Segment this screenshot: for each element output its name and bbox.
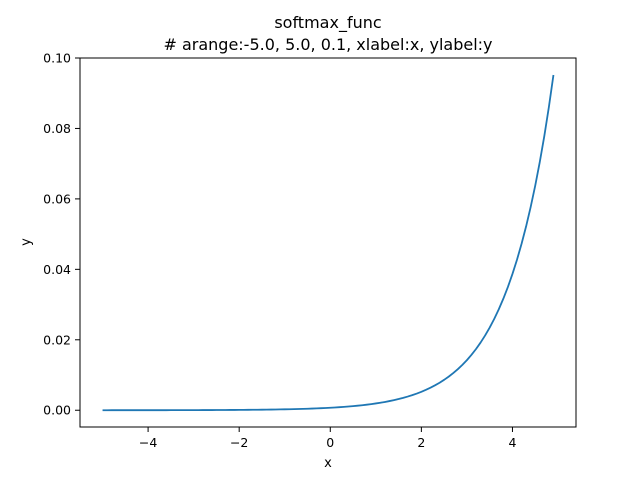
- y-tick-label: 0.02: [43, 332, 71, 347]
- x-tick-label: −4: [139, 435, 157, 450]
- y-tick-label: 0.08: [43, 121, 71, 136]
- y-tick-label: 0.10: [43, 51, 71, 66]
- y-tick-label: 0.06: [43, 191, 71, 206]
- series-line: [102, 74, 555, 412]
- x-tick-label: 2: [417, 435, 425, 450]
- plot-frame: [79, 57, 577, 428]
- x-tick-label: 4: [508, 435, 516, 450]
- x-tick-label: 0: [326, 435, 334, 450]
- y-tick-label: 0.00: [43, 403, 71, 418]
- y-tick-label: 0.04: [43, 262, 71, 277]
- x-axis-label: x: [324, 456, 332, 471]
- chart-title: softmax_func: [274, 13, 381, 33]
- x-tick-label: −2: [230, 435, 248, 450]
- tick-layer: −4 −2 0 2 4 0.00 0.02 0.04 0.06 0.08 0.10: [43, 51, 516, 451]
- chart-subtitle: # arange:-5.0, 5.0, 0.1, xlabel:x, ylabe…: [163, 35, 492, 54]
- y-axis-label: y: [19, 238, 34, 246]
